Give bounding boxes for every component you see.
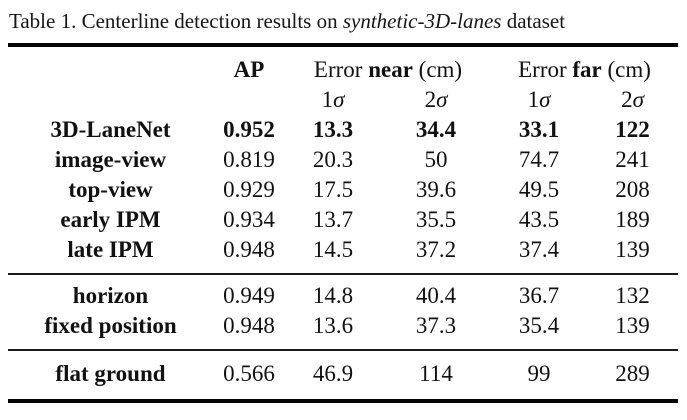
subheader-near-2sigma: 2σ	[381, 85, 491, 115]
row-label: top-view	[68, 177, 153, 202]
cell-value: 35.4	[518, 313, 560, 338]
cell-value: 122	[615, 117, 650, 142]
cell-value: 33.1	[518, 117, 560, 142]
table-row: flat ground 0.566 46.9 114 99 289	[8, 350, 678, 401]
sigma-count: 1	[527, 87, 540, 112]
cell-value: 139	[615, 313, 650, 338]
cell-value: 37.2	[415, 237, 457, 262]
cell-value: 50	[424, 147, 448, 172]
cell-value: 0.948	[223, 237, 275, 262]
table-header: AP Error near (cm) Error far (cm) 1σ 2σ …	[8, 45, 678, 115]
table-row: early IPM 0.934 13.7 35.5 43.5 189	[8, 205, 678, 235]
header-ap: AP	[233, 57, 265, 82]
subheader-far-2sigma: 2σ	[587, 85, 678, 115]
cell-value: 20.3	[312, 147, 354, 172]
sigma-count: 2	[621, 87, 633, 112]
header-row-sigma: 1σ 2σ 1σ 2σ	[8, 85, 678, 115]
row-label: 3D-LaneNet	[50, 117, 171, 142]
table-row: fixed position 0.948 13.6 37.3 35.4 139	[8, 311, 678, 350]
table-row: horizon 0.949 14.8 40.4 36.7 132	[8, 274, 678, 311]
header-error-near-pre: Error	[313, 57, 369, 82]
cell-value: 139	[615, 237, 650, 262]
cell-value: 99	[527, 361, 551, 386]
corner-cell	[8, 45, 213, 85]
cell-value: 43.5	[518, 207, 560, 232]
cell-value: 34.4	[415, 117, 457, 142]
results-table: AP Error near (cm) Error far (cm) 1σ 2σ …	[8, 43, 679, 403]
sigma-symbol: σ	[632, 87, 644, 112]
cell-value: 13.3	[312, 117, 354, 142]
cell-value: 35.5	[415, 207, 457, 232]
sigma-symbol: σ	[539, 87, 551, 112]
header-row-groups: AP Error near (cm) Error far (cm)	[8, 45, 678, 85]
empty-cell	[213, 85, 285, 115]
header-error-far: Error far (cm)	[491, 45, 678, 85]
cell-value: 13.7	[312, 207, 354, 232]
cell-value: 114	[419, 361, 453, 386]
row-label: image-view	[54, 147, 167, 172]
sigma-count: 1	[321, 87, 334, 112]
table-group-ablations: horizon 0.949 14.8 40.4 36.7 132 fixed positio…	[8, 274, 679, 350]
row-label: late IPM	[67, 237, 154, 262]
caption-prefix: Table 1. Centerline detection results on	[9, 9, 343, 33]
table-group-baseline: flat ground 0.566 46.9 114 99 289	[8, 350, 679, 401]
cell-value: 36.7	[518, 283, 560, 308]
header-error-far-bold: far	[572, 57, 602, 82]
empty-cell	[8, 85, 213, 115]
cell-value: 40.4	[415, 283, 457, 308]
cell-value: 0.566	[223, 361, 275, 386]
cell-value: 46.9	[312, 361, 354, 386]
cell-value: 208	[615, 177, 650, 202]
cell-value: 0.929	[223, 177, 275, 202]
cell-value: 132	[615, 283, 650, 308]
cell-value: 189	[615, 207, 650, 232]
cell-value: 13.6	[312, 313, 354, 338]
cell-value: 74.7	[518, 147, 560, 172]
subheader-far-1sigma: 1σ	[491, 85, 587, 115]
header-error-near-bold: near	[368, 57, 413, 82]
cell-value: 0.934	[223, 207, 275, 232]
row-label: early IPM	[60, 207, 161, 232]
cell-value: 37.4	[518, 237, 560, 262]
cell-value: 14.5	[312, 237, 354, 262]
header-error-near: Error near (cm)	[285, 45, 491, 85]
table-caption: Table 1. Centerline detection results on…	[9, 8, 679, 34]
cell-value: 14.8	[312, 283, 354, 308]
header-error-far-pre: Error	[518, 57, 573, 82]
cell-value: 0.948	[223, 313, 275, 338]
sigma-symbol: σ	[333, 87, 345, 112]
row-label: flat ground	[55, 361, 166, 386]
row-label: horizon	[72, 283, 149, 308]
row-label: fixed position	[44, 313, 177, 338]
cell-value: 49.5	[518, 177, 560, 202]
table-group-main: 3D-LaneNet 0.952 13.3 34.4 33.1 122 image-view…	[8, 115, 678, 274]
table-row: image-view 0.819 20.3 50 74.7 241	[8, 145, 678, 175]
caption-suffix: dataset	[501, 9, 566, 33]
subheader-near-1sigma: 1σ	[285, 85, 381, 115]
cell-value: 0.949	[223, 283, 275, 308]
cell-value: 39.6	[415, 177, 457, 202]
header-error-near-post: (cm)	[412, 57, 463, 82]
cell-value: 241	[615, 147, 650, 172]
table-row: 3D-LaneNet 0.952 13.3 34.4 33.1 122	[8, 115, 678, 145]
paper-page: Table 1. Centerline detection results on…	[8, 8, 679, 403]
sigma-count: 2	[424, 87, 437, 112]
sigma-symbol: σ	[436, 87, 448, 112]
header-error-far-post: (cm)	[601, 57, 651, 82]
table-row: top-view 0.929 17.5 39.6 49.5 208	[8, 175, 678, 205]
cell-value: 17.5	[312, 177, 354, 202]
table-row: late IPM 0.948 14.5 37.2 37.4 139	[8, 235, 678, 274]
cell-value: 0.952	[223, 117, 275, 142]
cell-value: 37.3	[415, 313, 457, 338]
caption-dataset-name: synthetic-3D-lanes	[342, 9, 502, 33]
cell-value: 289	[615, 361, 650, 386]
cell-value: 0.819	[223, 147, 275, 172]
